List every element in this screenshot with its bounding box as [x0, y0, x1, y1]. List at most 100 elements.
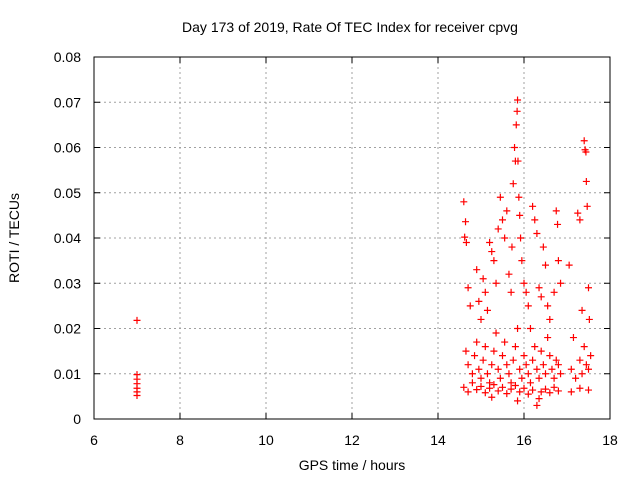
data-point	[585, 386, 592, 394]
data-point	[477, 315, 485, 323]
data-point	[542, 261, 549, 269]
data-point	[580, 343, 588, 351]
data-point	[554, 361, 562, 369]
data-point	[460, 383, 468, 391]
data-point	[582, 148, 590, 156]
data-points	[133, 96, 595, 409]
data-point	[542, 385, 549, 393]
data-point	[550, 374, 558, 382]
data-point	[475, 365, 483, 373]
data-point	[546, 352, 554, 360]
y-tick-label: 0.04	[54, 230, 81, 246]
data-point	[503, 361, 511, 369]
data-point	[520, 352, 528, 360]
data-point	[494, 225, 502, 233]
data-point	[503, 390, 511, 398]
data-point	[544, 302, 552, 310]
data-point	[460, 198, 468, 206]
data-point	[477, 382, 485, 390]
data-point	[488, 361, 496, 369]
y-tick-labels: 0 0.01 0.02 0.03 0.04 0.05 0.06 0.07 0.08	[54, 49, 81, 427]
data-point	[554, 387, 562, 395]
data-point	[468, 379, 476, 387]
data-point	[483, 370, 491, 378]
data-point	[471, 352, 479, 360]
data-point	[513, 107, 521, 115]
data-point	[503, 207, 511, 215]
data-point	[501, 338, 509, 346]
data-point	[462, 347, 470, 355]
data-point	[514, 325, 522, 332]
data-point	[494, 387, 502, 395]
data-point	[529, 202, 537, 210]
data-point	[481, 343, 489, 351]
data-point	[481, 389, 489, 397]
data-point	[550, 383, 558, 391]
y-tick-label: 0.08	[54, 49, 81, 65]
data-point	[522, 288, 530, 296]
data-point	[533, 365, 541, 373]
data-point	[544, 334, 552, 342]
data-point	[587, 352, 595, 360]
data-point	[509, 180, 517, 188]
data-point	[479, 356, 487, 364]
data-point	[507, 379, 515, 387]
data-point	[567, 365, 575, 373]
data-point	[514, 96, 522, 104]
data-point	[473, 266, 481, 274]
data-point	[488, 393, 496, 401]
data-point	[492, 279, 500, 287]
data-point	[481, 288, 489, 296]
data-point	[464, 388, 472, 396]
data-point	[576, 216, 584, 224]
data-point	[565, 261, 573, 269]
data-point	[499, 216, 506, 224]
data-point	[462, 239, 470, 247]
x-tick-labels: 6 8 10 12 14 16 18	[90, 432, 618, 448]
data-point	[468, 370, 476, 378]
y-tick-label: 0.05	[54, 185, 81, 201]
data-point	[548, 365, 556, 373]
data-point	[535, 374, 543, 382]
data-point	[505, 370, 513, 378]
data-point	[483, 306, 491, 314]
data-point	[539, 361, 547, 369]
data-point	[535, 284, 543, 292]
data-point	[499, 352, 506, 360]
data-point	[507, 385, 515, 393]
data-point	[542, 370, 549, 378]
data-point	[490, 347, 498, 355]
data-point	[518, 374, 526, 382]
data-point	[488, 248, 496, 256]
data-point	[475, 297, 483, 305]
data-point	[522, 361, 530, 369]
data-point	[526, 325, 534, 332]
data-point	[529, 386, 537, 394]
data-point	[529, 356, 537, 364]
data-point	[505, 270, 513, 278]
data-point	[582, 361, 590, 369]
data-point	[518, 257, 526, 265]
data-point	[507, 288, 515, 296]
data-point	[511, 382, 519, 390]
data-point	[517, 234, 525, 242]
data-point	[514, 157, 522, 165]
data-point	[531, 343, 539, 351]
data-point	[537, 347, 545, 355]
data-point	[535, 395, 543, 403]
data-point	[512, 121, 520, 129]
y-tick-label: 0.03	[54, 275, 81, 291]
data-point	[473, 386, 481, 394]
x-tick-label: 12	[344, 432, 360, 448]
data-point	[533, 401, 541, 409]
data-point	[494, 365, 502, 373]
data-point	[574, 209, 582, 217]
x-tick-label: 8	[176, 432, 184, 448]
chart-title: Day 173 of 2019, Rate Of TEC Index for r…	[182, 19, 518, 35]
data-point	[514, 397, 522, 405]
data-point	[550, 288, 558, 296]
data-point	[524, 302, 532, 310]
data-point	[509, 356, 517, 364]
y-tick-label: 0.02	[54, 321, 81, 337]
